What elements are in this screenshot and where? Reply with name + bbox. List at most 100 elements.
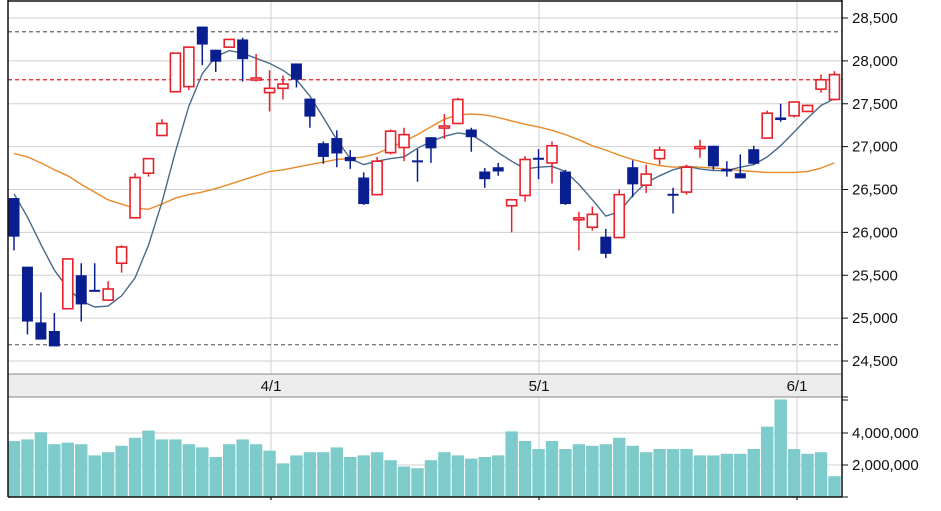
volume-bar: [128, 437, 142, 497]
candle-up: [156, 119, 168, 137]
price-tick-label: 27,000: [852, 139, 898, 156]
candle-down: [559, 169, 571, 205]
candle-up: [815, 74, 827, 93]
volume-bar: [182, 444, 196, 497]
candle-down: [775, 103, 787, 122]
volume-bars: [7, 399, 841, 497]
short-moving-average-line: [13, 49, 835, 308]
volume-bar: [639, 452, 653, 497]
candle-down: [344, 150, 356, 169]
volume-bar: [344, 457, 357, 497]
price-tick-label: 26,500: [852, 182, 898, 199]
volume-tick-label: 2,000,000: [852, 457, 919, 474]
volume-bar: [653, 449, 666, 497]
candle-up: [801, 104, 814, 113]
candle-up: [640, 164, 652, 193]
candle-up: [452, 97, 464, 125]
candle-down: [748, 145, 760, 165]
volume-bar: [88, 455, 101, 497]
candle-down: [48, 312, 60, 347]
date-axis-band: [7, 373, 843, 398]
volume-bar: [572, 444, 586, 497]
candle-up: [761, 110, 774, 139]
volume-bar: [21, 439, 34, 497]
volume-bar: [693, 455, 707, 497]
volume-bar: [411, 468, 424, 497]
volume-bar: [774, 399, 787, 497]
candle-down: [412, 149, 423, 182]
price-tick-label: 26,000: [852, 224, 898, 241]
candle-up: [371, 156, 383, 196]
volume-bar: [599, 444, 612, 497]
volume-bar: [559, 449, 572, 497]
volume-bar: [155, 439, 169, 497]
volume-tick-label: 4,000,000: [852, 425, 919, 442]
volume-bar: [397, 466, 411, 497]
price-tick-label: 27,500: [852, 96, 898, 113]
candle-up: [277, 75, 289, 100]
volume-bar: [613, 437, 626, 497]
volume-bar: [828, 476, 841, 497]
candle-down: [627, 160, 639, 198]
volume-bar: [115, 445, 128, 497]
candle-up: [788, 101, 800, 118]
volume-bar: [48, 444, 61, 497]
candle-down: [210, 49, 222, 73]
candle-down: [479, 168, 491, 188]
candle-up: [573, 211, 585, 251]
volume-bar: [249, 444, 263, 497]
candle-up: [169, 52, 182, 93]
volume-bar: [747, 449, 760, 497]
volume-bar: [518, 441, 532, 497]
volume-bar: [465, 458, 478, 497]
candle-up: [828, 71, 841, 101]
volume-axis: 4,000,000 2,000,000: [842, 399, 919, 498]
volume-bar: [787, 449, 801, 497]
candle-down: [8, 198, 20, 251]
volume-bar: [707, 455, 720, 497]
volume-bar: [236, 439, 249, 497]
price-tick-label: 28,500: [852, 10, 898, 27]
candle-up: [102, 281, 114, 301]
volume-bar: [7, 441, 21, 497]
candle-up: [384, 129, 397, 155]
volume-bar: [34, 432, 48, 497]
candle-up: [223, 38, 235, 48]
candle-up: [694, 139, 706, 158]
candle-down: [734, 154, 746, 179]
volume-bar: [276, 463, 290, 497]
volume-bar: [720, 453, 734, 497]
candlesticks: [8, 26, 841, 347]
volume-bar: [478, 457, 491, 497]
candle-up: [61, 258, 74, 310]
price-axis: 28,500 28,000 27,500 27,000 26,500 26,000 25,5…: [842, 10, 898, 398]
candle-up: [653, 146, 666, 165]
candle-down: [75, 263, 87, 322]
volume-bar: [626, 445, 639, 497]
volume-bar: [545, 441, 559, 497]
volume-bar: [492, 455, 505, 497]
date-label: 5/1: [529, 378, 550, 395]
candle-down: [21, 266, 33, 335]
volume-bar: [142, 430, 155, 497]
candle-down: [237, 37, 249, 82]
price-tick-label: 25,500: [852, 267, 898, 284]
price-tick-label: 24,500: [852, 353, 898, 370]
date-gridlines: [270, 1, 798, 500]
long-moving-average-line: [13, 113, 835, 210]
volume-bar: [586, 445, 599, 497]
date-label: 6/1: [787, 378, 808, 395]
candle-up: [546, 141, 558, 184]
volume-bar: [223, 444, 236, 497]
volume-bar: [666, 449, 680, 497]
volume-bar: [370, 452, 384, 497]
candle-up: [142, 157, 155, 177]
candle-down: [331, 130, 343, 168]
candle-up: [613, 189, 626, 239]
volume-bar: [303, 452, 317, 497]
date-label: 4/1: [261, 378, 282, 395]
volume-bar: [424, 460, 438, 497]
candle-up: [680, 164, 693, 195]
volume-bar: [169, 439, 182, 497]
